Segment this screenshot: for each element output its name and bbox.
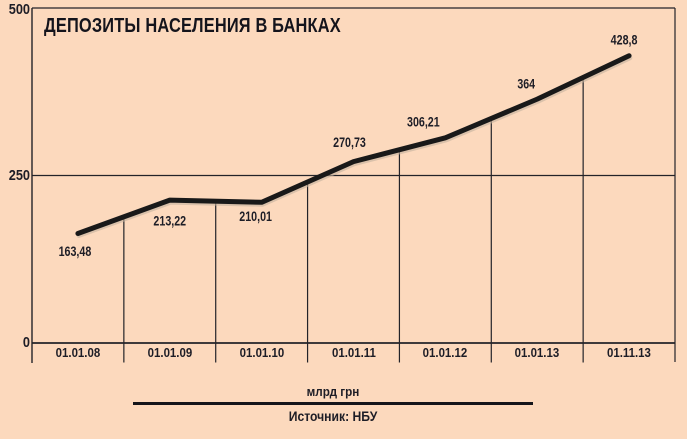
footer-divider-line [133, 402, 533, 405]
y-tick-label-250: 250 [8, 167, 30, 184]
x-axis-labels: 01.01.08 01.01.09 01.01.10 01.01.11 01.0… [32, 345, 675, 363]
value-label: 213,22 [153, 214, 186, 229]
x-tick-label: 01.11.13 [607, 345, 652, 360]
x-tick-label: 01.01.08 [55, 345, 101, 360]
x-tick-label: 01.01.13 [514, 345, 560, 360]
x-tick-label: 01.01.09 [147, 345, 193, 360]
source-label: Источник: НБУ [288, 409, 378, 424]
x-tick-label: 01.01.11 [331, 345, 376, 360]
y-tick-label-500: 500 [8, 1, 30, 18]
data-line [75, 53, 632, 236]
value-label: 364 [517, 77, 535, 92]
value-label: 306,21 [407, 114, 440, 129]
value-label: 428,8 [611, 32, 638, 47]
y-tick-label-0: 0 [22, 334, 30, 351]
x-tick-label: 01.01.10 [239, 345, 284, 360]
value-label: 163,48 [59, 244, 92, 259]
x-tick-label: 01.01.12 [423, 345, 468, 360]
chart-title: ДЕПОЗИТЫ НАСЕЛЕНИЯ В БАНКАХ [44, 15, 341, 37]
unit-label: млрд грн [306, 384, 360, 399]
value-label: 210,01 [239, 209, 272, 224]
value-label: 270,73 [333, 135, 366, 150]
